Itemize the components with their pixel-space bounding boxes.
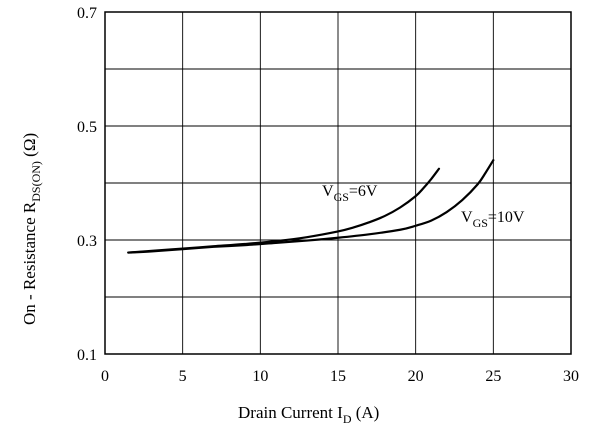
- x-tick-label: 10: [252, 368, 268, 385]
- x-tick-label: 15: [330, 368, 346, 385]
- series-label-vgs-6v: VGS=6V: [322, 183, 378, 204]
- y-tick-labels: 0.1 0.3 0.5 0.7: [77, 5, 97, 364]
- x-axis-title: Drain Current ID (A): [238, 403, 379, 426]
- grid: [105, 12, 571, 354]
- x-tick-label: 25: [485, 368, 501, 385]
- x-tick-labels: 0 5 10 15 20 25 30: [101, 368, 579, 385]
- x-tick-label: 5: [179, 368, 187, 385]
- y-tick-label: 0.5: [77, 119, 97, 136]
- curves: [127, 159, 495, 254]
- curve-vgs-10v: [127, 159, 495, 254]
- y-axis-title: On - Resistance RDS(ON) (Ω): [20, 133, 43, 325]
- y-tick-label: 0.3: [77, 233, 97, 250]
- series-label-vgs-10v: VGS=10V: [461, 209, 525, 230]
- x-tick-label: 20: [408, 368, 424, 385]
- x-tick-label: 30: [563, 368, 579, 385]
- y-tick-label: 0.1: [77, 347, 97, 364]
- y-tick-label: 0.7: [77, 5, 97, 22]
- plot-frame: [104, 11, 572, 355]
- x-tick-label: 0: [101, 368, 109, 385]
